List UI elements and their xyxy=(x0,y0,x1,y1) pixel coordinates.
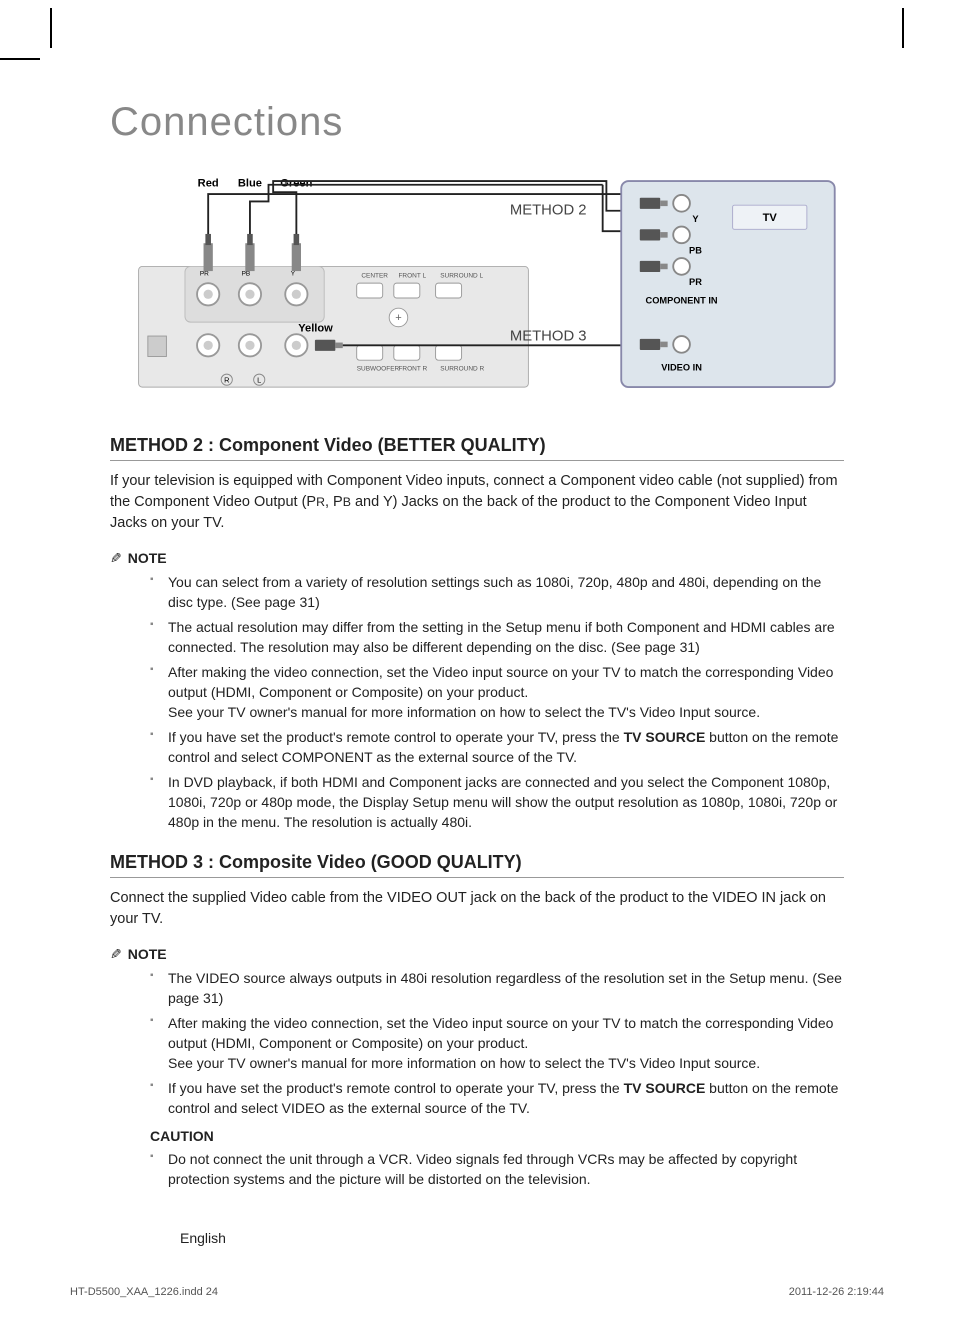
note-item: After making the video connection, set t… xyxy=(150,1014,844,1073)
tv-label: TV xyxy=(763,212,778,224)
svg-text:SUBWOOFER: SUBWOOFER xyxy=(357,365,400,372)
note-item: If you have set the product's remote con… xyxy=(150,1079,844,1118)
svg-text:CENTER: CENTER xyxy=(361,273,388,280)
svg-text:SURROUND R: SURROUND R xyxy=(440,365,484,372)
svg-text:L: L xyxy=(257,375,261,384)
video-in-label: VIDEO IN xyxy=(661,362,702,372)
svg-text:PB: PB xyxy=(242,271,251,278)
svg-text:Y: Y xyxy=(291,271,296,278)
method3-body: Connect the supplied Video cable from th… xyxy=(110,888,844,930)
note-item: If you have set the product's remote con… xyxy=(150,728,844,767)
svg-text:Y: Y xyxy=(692,214,699,224)
svg-text:PR: PR xyxy=(689,277,702,287)
method3-cautions: Do not connect the unit through a VCR. V… xyxy=(150,1150,844,1189)
method2-note-label: NOTE xyxy=(110,550,894,567)
method2-notes: You can select from a variety of resolut… xyxy=(150,573,844,832)
svg-text:R: R xyxy=(224,375,229,384)
note-item: Do not connect the unit through a VCR. V… xyxy=(150,1150,844,1189)
method2-label: METHOD 2 xyxy=(510,202,587,218)
footer-file: HT-D5500_XAA_1226.indd 24 xyxy=(70,1286,218,1298)
method2-heading: METHOD 2 : Component Video (BETTER QUALI… xyxy=(110,435,844,461)
note-item: The actual resolution may differ from th… xyxy=(150,618,844,657)
method3-notes: The VIDEO source always outputs in 480i … xyxy=(150,969,844,1118)
component-plugs xyxy=(204,234,301,271)
svg-text:+: + xyxy=(395,312,402,324)
connection-diagram: Red Blue Green PR PB Y R L CENTER FRONT … xyxy=(120,165,844,405)
footer-timestamp: 2011-12-26 2:19:44 xyxy=(789,1286,884,1298)
component-out-jacks xyxy=(197,283,307,305)
note-item: The VIDEO source always outputs in 480i … xyxy=(150,969,844,1008)
label-red: Red xyxy=(198,178,219,190)
label-yellow: Yellow xyxy=(298,322,333,334)
svg-text:SURROUND L: SURROUND L xyxy=(440,273,483,280)
method3-note-label: NOTE xyxy=(110,946,894,963)
label-blue: Blue xyxy=(238,178,262,190)
note-item: You can select from a variety of resolut… xyxy=(150,573,844,612)
svg-text:PR: PR xyxy=(200,271,209,278)
method3-heading: METHOD 3 : Composite Video (GOOD QUALITY… xyxy=(110,852,844,878)
svg-text:PB: PB xyxy=(689,245,702,255)
label-green: Green xyxy=(280,178,312,190)
page-language: English xyxy=(180,1230,894,1246)
footer-meta: HT-D5500_XAA_1226.indd 24 2011-12-26 2:1… xyxy=(70,1286,884,1298)
page-title: Connections xyxy=(110,100,894,145)
method2-body: If your television is equipped with Comp… xyxy=(110,471,844,534)
svg-text:FRONT R: FRONT R xyxy=(398,365,427,372)
method3-label: METHOD 3 xyxy=(510,329,587,345)
svg-text:FRONT L: FRONT L xyxy=(398,273,426,280)
note-item: After making the video connection, set t… xyxy=(150,663,844,722)
note-item: In DVD playback, if both HDMI and Compon… xyxy=(150,773,844,832)
method3-caution-label: CAUTION xyxy=(150,1128,894,1144)
component-in-label: COMPONENT IN xyxy=(646,296,718,306)
